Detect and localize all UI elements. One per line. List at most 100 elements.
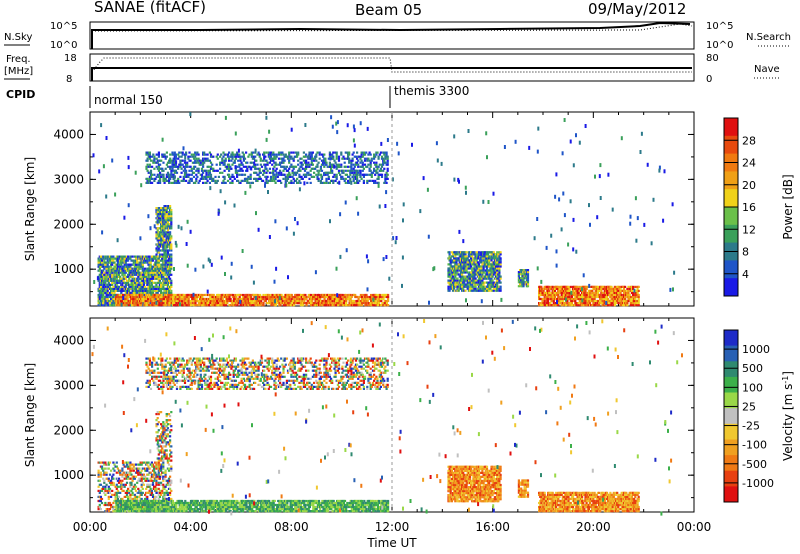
range-cell [316, 165, 319, 168]
range-cell [481, 263, 484, 266]
range-cell [115, 267, 118, 270]
range-cell [526, 277, 530, 280]
range-cell [269, 177, 273, 180]
range-cell [166, 165, 170, 168]
range-cell [280, 297, 283, 301]
range-cell [172, 165, 175, 168]
range-cell [325, 163, 328, 166]
range-cell [111, 279, 114, 282]
range-cell [169, 161, 172, 164]
range-cell [141, 255, 144, 258]
range-cell [459, 275, 462, 278]
range-cell [239, 304, 242, 307]
range-cell [311, 167, 314, 170]
range-cell [366, 165, 369, 168]
range-cell [337, 299, 340, 303]
range-cell [550, 285, 553, 288]
range-cell [272, 151, 275, 154]
range-cell [251, 181, 254, 184]
range-cell [98, 267, 101, 270]
range-cell [461, 285, 464, 288]
range-cell [256, 304, 259, 307]
range-cell [498, 269, 501, 272]
range-cell [137, 273, 140, 276]
range-cell [156, 211, 159, 214]
range-cell [124, 269, 127, 272]
range-cell [197, 171, 200, 174]
range-cell [145, 153, 148, 156]
range-cell [491, 285, 494, 288]
range-cell [494, 289, 498, 292]
range-cell [134, 263, 138, 266]
range-cell [117, 275, 121, 278]
range-cell [560, 289, 563, 292]
range-cell [196, 175, 199, 178]
range-cell [320, 302, 323, 305]
range-cell [165, 304, 168, 307]
y-tick-label: 1000 [53, 262, 84, 276]
range-cell [197, 161, 200, 164]
range-cell [341, 293, 344, 297]
range-cell [380, 175, 384, 178]
range-cell [521, 285, 524, 288]
range-cell [259, 159, 262, 162]
range-cell [348, 295, 351, 299]
range-cell [470, 287, 473, 290]
range-cell [106, 295, 109, 299]
range-cell [575, 289, 578, 292]
range-cell [306, 181, 309, 184]
range-cell [573, 304, 576, 307]
range-cell [141, 273, 144, 276]
range-cell [115, 271, 118, 274]
range-cell [498, 257, 501, 260]
range-cell [494, 273, 498, 276]
range-cell [113, 261, 116, 264]
range-cell [254, 163, 257, 166]
range-cell [204, 153, 207, 156]
range-cell [162, 219, 165, 222]
range-cell [265, 171, 268, 174]
range-cell [149, 277, 152, 280]
range-cell [141, 281, 144, 284]
range-cell [197, 295, 200, 299]
range-cell [385, 181, 388, 184]
range-cell [337, 157, 341, 160]
range-cell [489, 257, 492, 260]
range-cell [377, 173, 380, 176]
range-cell [285, 304, 288, 307]
range-cell [137, 271, 140, 274]
range-cell [451, 275, 455, 278]
range-cell [165, 207, 168, 210]
range-cell [483, 281, 486, 284]
range-cell [293, 155, 296, 158]
range-cell [162, 263, 165, 266]
range-cell [121, 269, 124, 272]
range-cell [465, 269, 468, 272]
range-cell [357, 155, 360, 158]
range-cell [482, 259, 485, 262]
range-cell [154, 177, 157, 180]
range-cell [280, 165, 283, 168]
range-cell [517, 271, 520, 274]
range-cell [468, 277, 472, 280]
range-cell [242, 302, 245, 305]
range-cell [557, 293, 560, 297]
range-cell [228, 163, 231, 166]
range-cell [134, 255, 138, 258]
range-cell [267, 153, 270, 156]
range-cell [164, 177, 167, 180]
range-cell [104, 257, 107, 260]
range-cell [195, 173, 198, 176]
range-cell [477, 267, 481, 270]
range-cell [270, 293, 273, 297]
range-cell [307, 295, 310, 299]
range-cell [463, 267, 466, 270]
range-cell [123, 273, 126, 276]
range-cell [459, 283, 462, 286]
range-cell [131, 279, 134, 282]
range-cell [370, 299, 373, 303]
range-cell [165, 261, 168, 264]
range-cell [229, 155, 232, 158]
range-cell [117, 271, 121, 274]
range-cell [162, 241, 165, 244]
